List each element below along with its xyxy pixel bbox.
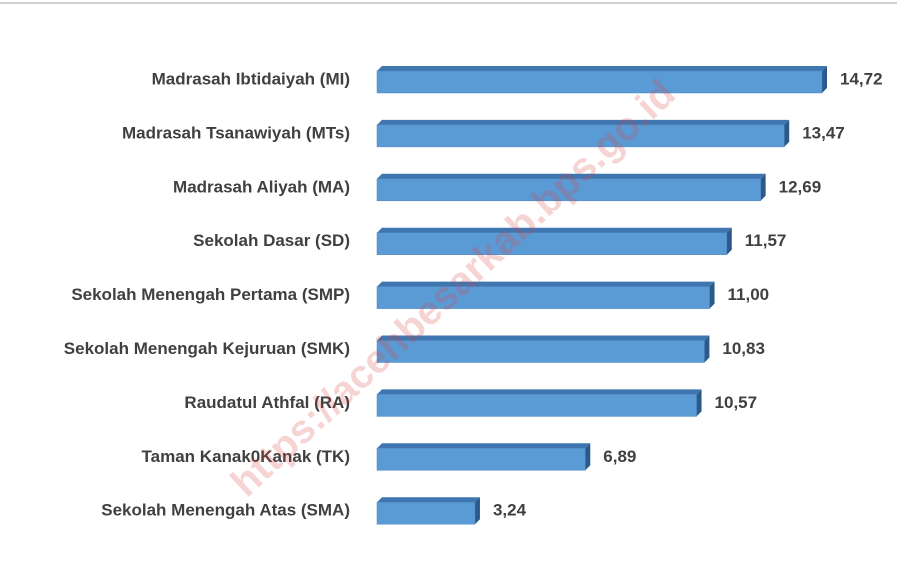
bar-front (376, 178, 761, 202)
value-label: 10,57 (715, 393, 758, 412)
bar-top (377, 119, 790, 125)
category-label: Sekolah Menengah Atas (SMA) (101, 501, 350, 520)
bar-side (709, 281, 715, 309)
bar-side (585, 443, 591, 471)
bar-top (377, 281, 715, 287)
category-label: Sekolah Menengah Pertama (SMP) (71, 285, 350, 304)
bar-top (377, 443, 591, 449)
category-label: Sekolah Menengah Kejuruan (SMK) (64, 339, 350, 358)
category-label: Taman Kanak0Kanak (TK) (142, 447, 350, 466)
bar-front (376, 286, 710, 309)
bar-side (760, 173, 766, 201)
bar (376, 66, 827, 94)
bar-front (376, 394, 697, 417)
category-label: Sekolah Dasar (SD) (193, 231, 350, 250)
bar (376, 443, 591, 471)
bar-front (376, 232, 728, 255)
bar (376, 119, 790, 148)
value-label: 3,24 (493, 501, 527, 520)
bar (376, 389, 702, 417)
bar (376, 227, 732, 255)
category-label: Madrasah Ibtidaiyah (MI) (152, 69, 350, 88)
bar-top (377, 173, 766, 179)
bar (376, 497, 480, 525)
bar-side (726, 227, 732, 255)
value-label: 12,69 (779, 177, 822, 196)
bar-top (377, 66, 827, 71)
bar-side (704, 335, 710, 363)
value-label: 11,00 (728, 285, 770, 304)
bar-top (377, 227, 732, 233)
value-label: 11,57 (745, 231, 787, 250)
value-label: 10,83 (722, 339, 765, 358)
category-label: Raudatul Athfal (RA) (184, 393, 350, 412)
bar-front (376, 448, 586, 471)
bar-side (784, 119, 790, 147)
bar (376, 173, 766, 202)
bar-side (696, 389, 702, 417)
bar (376, 281, 715, 309)
bar (376, 335, 710, 363)
bar-top (377, 335, 710, 341)
value-label: 6,89 (603, 447, 636, 466)
category-label: Madrasah Aliyah (MA) (173, 177, 350, 196)
category-label: Madrasah Tsanawiyah (MTs) (122, 123, 350, 142)
bar-side (822, 66, 827, 93)
value-label: 14,72 (840, 69, 883, 88)
bar-front (376, 124, 785, 148)
bar-front (376, 70, 823, 94)
bar-top (377, 389, 702, 395)
bar-front (376, 501, 476, 525)
value-label: 13,47 (802, 123, 845, 142)
bar-front (376, 340, 705, 363)
bar-top (377, 497, 480, 503)
bar-side (474, 497, 480, 525)
